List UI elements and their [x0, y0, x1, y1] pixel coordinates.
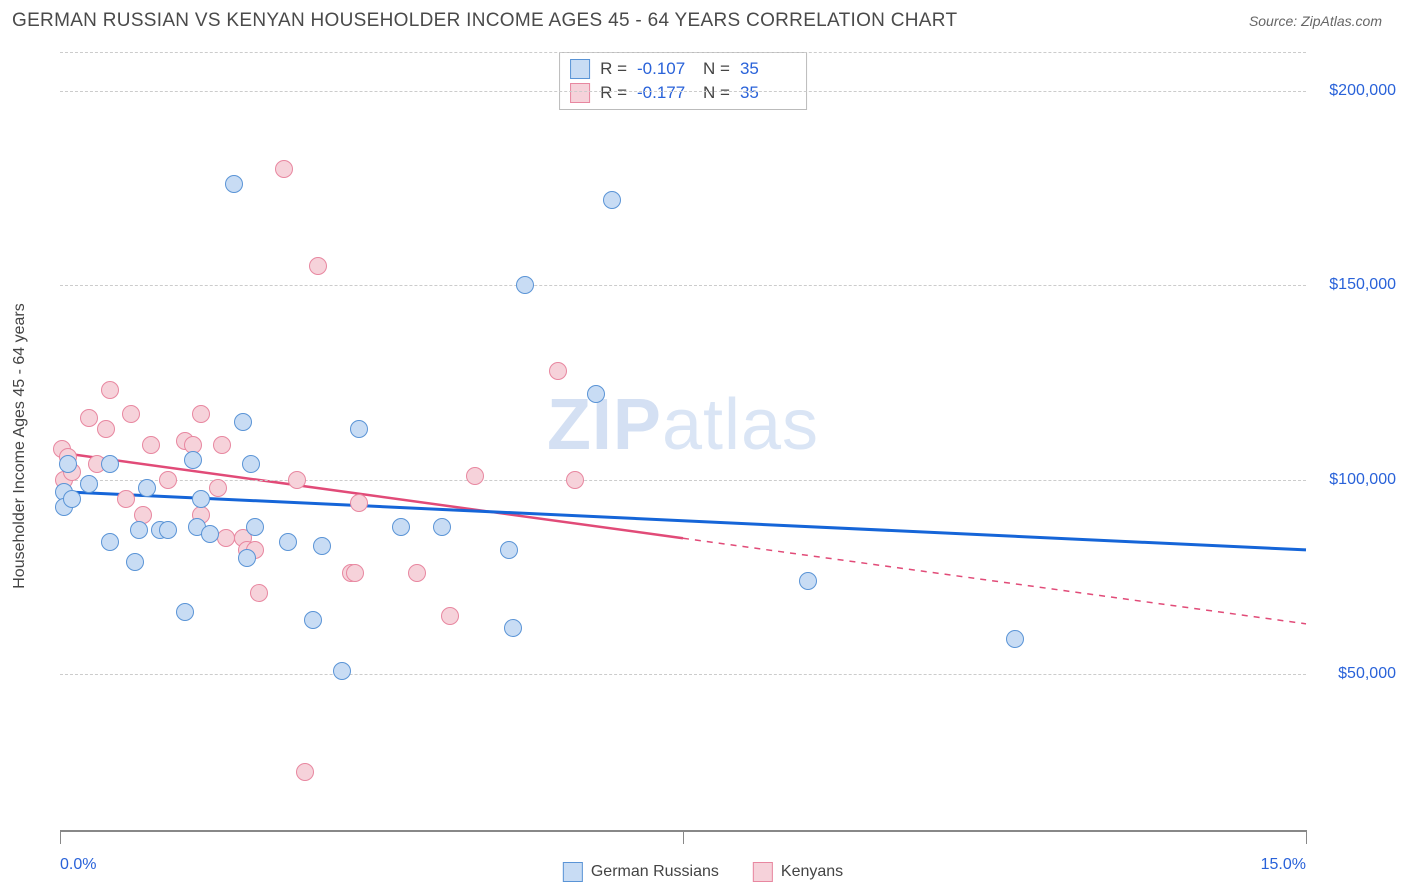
gridline [60, 91, 1306, 92]
scatter-point-kenyans [209, 479, 227, 497]
scatter-point-german_russians [1006, 630, 1024, 648]
legend-label-kenyan: Kenyans [781, 863, 843, 881]
scatter-point-german_russians [184, 451, 202, 469]
scatter-point-german_russians [138, 479, 156, 497]
scatter-point-kenyans [159, 471, 177, 489]
n-value-kenyan: 35 [740, 83, 796, 103]
scatter-point-german_russians [504, 619, 522, 637]
correlation-stats-box: R = -0.107 N = 35 R = -0.177 N = 35 [559, 52, 807, 110]
legend-swatch-german-icon [563, 862, 583, 882]
y-tick-label: $50,000 [1316, 665, 1396, 683]
scatter-point-german_russians [126, 553, 144, 571]
scatter-point-german_russians [80, 475, 98, 493]
scatter-point-kenyans [549, 362, 567, 380]
source-label: Source: ZipAtlas.com [1249, 13, 1382, 29]
y-tick-label: $100,000 [1316, 471, 1396, 489]
scatter-point-german_russians [350, 420, 368, 438]
stats-row-german: R = -0.107 N = 35 [570, 57, 796, 81]
r-value-kenyan: -0.177 [637, 83, 693, 103]
scatter-point-kenyans [466, 467, 484, 485]
scatter-point-german_russians [587, 385, 605, 403]
scatter-point-german_russians [279, 533, 297, 551]
swatch-kenyans-icon [570, 83, 590, 103]
trend-lines-svg [60, 52, 1306, 830]
legend-label-german: German Russians [591, 863, 719, 881]
scatter-point-kenyans [122, 405, 140, 423]
scatter-point-german_russians [63, 490, 81, 508]
scatter-point-german_russians [59, 455, 77, 473]
y-tick-label: $200,000 [1316, 82, 1396, 100]
scatter-point-german_russians [799, 572, 817, 590]
legend-item-kenyan: Kenyans [753, 862, 843, 882]
gridline [60, 674, 1306, 675]
legend: German Russians Kenyans [563, 862, 843, 882]
scatter-point-kenyans [275, 160, 293, 178]
scatter-point-german_russians [603, 191, 621, 209]
n-value-german: 35 [740, 59, 796, 79]
scatter-point-kenyans [441, 607, 459, 625]
scatter-point-german_russians [392, 518, 410, 536]
x-tick [683, 830, 684, 844]
scatter-point-kenyans [566, 471, 584, 489]
legend-item-german: German Russians [563, 862, 719, 882]
gridline [60, 285, 1306, 286]
r-value-german: -0.107 [637, 59, 693, 79]
scatter-point-kenyans [250, 584, 268, 602]
scatter-point-german_russians [304, 611, 322, 629]
scatter-point-kenyans [217, 529, 235, 547]
scatter-point-kenyans [117, 490, 135, 508]
scatter-point-kenyans [309, 257, 327, 275]
scatter-point-kenyans [213, 436, 231, 454]
scatter-point-german_russians [101, 455, 119, 473]
x-tick-label: 15.0% [1261, 856, 1306, 874]
swatch-german-russians-icon [570, 59, 590, 79]
scatter-point-german_russians [130, 521, 148, 539]
y-tick-label: $150,000 [1316, 276, 1396, 294]
scatter-point-german_russians [201, 525, 219, 543]
scatter-point-kenyans [408, 564, 426, 582]
scatter-point-german_russians [238, 549, 256, 567]
scatter-point-kenyans [142, 436, 160, 454]
scatter-point-german_russians [159, 521, 177, 539]
scatter-point-german_russians [234, 413, 252, 431]
scatter-point-german_russians [333, 662, 351, 680]
scatter-point-german_russians [246, 518, 264, 536]
scatter-point-kenyans [346, 564, 364, 582]
gridline [60, 52, 1306, 53]
x-tick-label: 0.0% [60, 856, 96, 874]
scatter-point-german_russians [433, 518, 451, 536]
scatter-point-german_russians [176, 603, 194, 621]
scatter-point-kenyans [350, 494, 368, 512]
stats-row-kenyan: R = -0.177 N = 35 [570, 81, 796, 105]
scatter-point-kenyans [296, 763, 314, 781]
scatter-point-german_russians [313, 537, 331, 555]
x-tick [60, 830, 61, 844]
scatter-plot-area: ZIPatlas R = -0.107 N = 35 R = -0.177 N … [60, 52, 1306, 832]
scatter-point-kenyans [288, 471, 306, 489]
gridline [60, 480, 1306, 481]
scatter-point-kenyans [101, 381, 119, 399]
scatter-point-german_russians [192, 490, 210, 508]
chart-title: GERMAN RUSSIAN VS KENYAN HOUSEHOLDER INC… [12, 10, 957, 32]
x-tick [1306, 830, 1307, 844]
y-axis-title: Householder Income Ages 45 - 64 years [11, 303, 29, 589]
scatter-point-german_russians [101, 533, 119, 551]
scatter-point-german_russians [225, 175, 243, 193]
scatter-point-kenyans [192, 405, 210, 423]
scatter-point-german_russians [242, 455, 260, 473]
scatter-point-kenyans [80, 409, 98, 427]
legend-swatch-kenyan-icon [753, 862, 773, 882]
scatter-point-german_russians [516, 276, 534, 294]
scatter-point-german_russians [500, 541, 518, 559]
scatter-point-kenyans [97, 420, 115, 438]
